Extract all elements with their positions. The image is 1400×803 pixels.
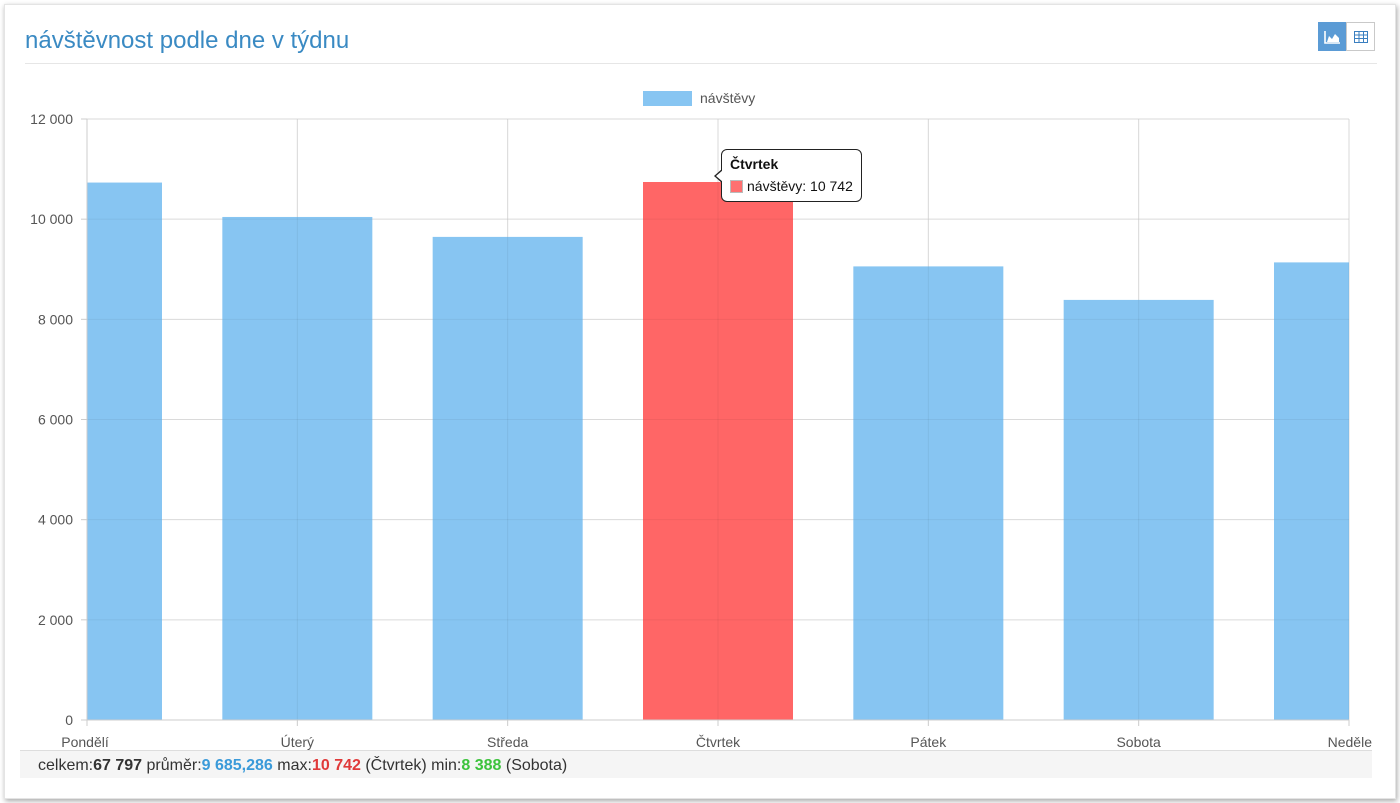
x-tick-label: Středa xyxy=(487,734,528,750)
panel-title: návštěvnost podle dne v týdnu xyxy=(25,27,350,54)
y-tick-label: 4 000 xyxy=(38,512,73,528)
title-divider xyxy=(25,63,1377,64)
tooltip-colon: : xyxy=(802,178,811,194)
bar-7[interactable] xyxy=(1274,262,1349,720)
y-tick-label: 0 xyxy=(65,712,73,728)
tooltip: Čtvrtek návštěvy: 10 742 xyxy=(714,149,862,202)
x-tick-label: Úterý xyxy=(281,734,314,750)
bar-4[interactable] xyxy=(643,182,793,721)
y-axis-ticks: 0 2 000 4 000 6 000 8 000 10 000 12 000 xyxy=(30,111,73,728)
y-tick-label: 8 000 xyxy=(38,311,73,327)
table-icon xyxy=(1353,30,1368,43)
avg-label: průměr: xyxy=(146,757,202,774)
y-tick-label: 10 000 xyxy=(30,211,73,227)
y-tick-label: 6 000 xyxy=(38,412,73,428)
max-label: max: xyxy=(277,757,312,774)
bar-1[interactable] xyxy=(87,182,162,720)
chart-legend: návštěvy xyxy=(643,90,755,106)
view-toggle xyxy=(1318,22,1375,51)
chart-axes xyxy=(81,118,1350,726)
y-tick-label: 2 000 xyxy=(38,612,73,628)
min-value: 8 388 xyxy=(461,757,502,774)
chart-view-button[interactable] xyxy=(1318,22,1347,51)
max-day: (Čtvrtek) xyxy=(365,757,427,774)
x-tick-label: Pondělí xyxy=(61,734,109,750)
x-tick-label: Pátek xyxy=(910,734,947,750)
legend-label[interactable]: návštěvy xyxy=(700,90,755,106)
total-value: 67 797 xyxy=(93,757,143,774)
max-value: 10 742 xyxy=(311,757,361,774)
x-tick-label: Čtvrtek xyxy=(696,734,741,750)
avg-value: 9 685,286 xyxy=(201,757,273,774)
total-label: celkem: xyxy=(38,757,94,774)
min-day: (Sobota) xyxy=(505,757,568,774)
tooltip-row: návštěvy: 10 742 xyxy=(730,178,853,194)
tooltip-swatch xyxy=(730,179,743,193)
x-tick-label: Neděle xyxy=(1328,734,1373,750)
area-chart-icon xyxy=(1324,30,1340,44)
x-axis-ticks: Pondělí Úterý Středa Čtvrtek Pátek Sobota Nedě… xyxy=(61,734,1372,750)
bar-3[interactable] xyxy=(432,236,583,720)
min-label: min: xyxy=(431,757,462,774)
bar-5[interactable] xyxy=(853,266,1004,720)
table-view-button[interactable] xyxy=(1346,22,1375,51)
y-tick-label: 12 000 xyxy=(30,111,73,127)
tooltip-series-label: návštěvy xyxy=(747,178,803,194)
bar-6[interactable] xyxy=(1063,299,1214,720)
tooltip-value: 10 742 xyxy=(810,178,853,194)
bar-2[interactable] xyxy=(222,216,373,720)
summary-footer: celkem:67 797 průměr:9 685,286 max:10 74… xyxy=(20,750,1372,778)
tooltip-title: Čtvrtek xyxy=(730,156,779,172)
legend-swatch[interactable] xyxy=(643,91,692,106)
x-tick-label: Sobota xyxy=(1116,734,1161,750)
chart-bars xyxy=(86,118,1350,721)
